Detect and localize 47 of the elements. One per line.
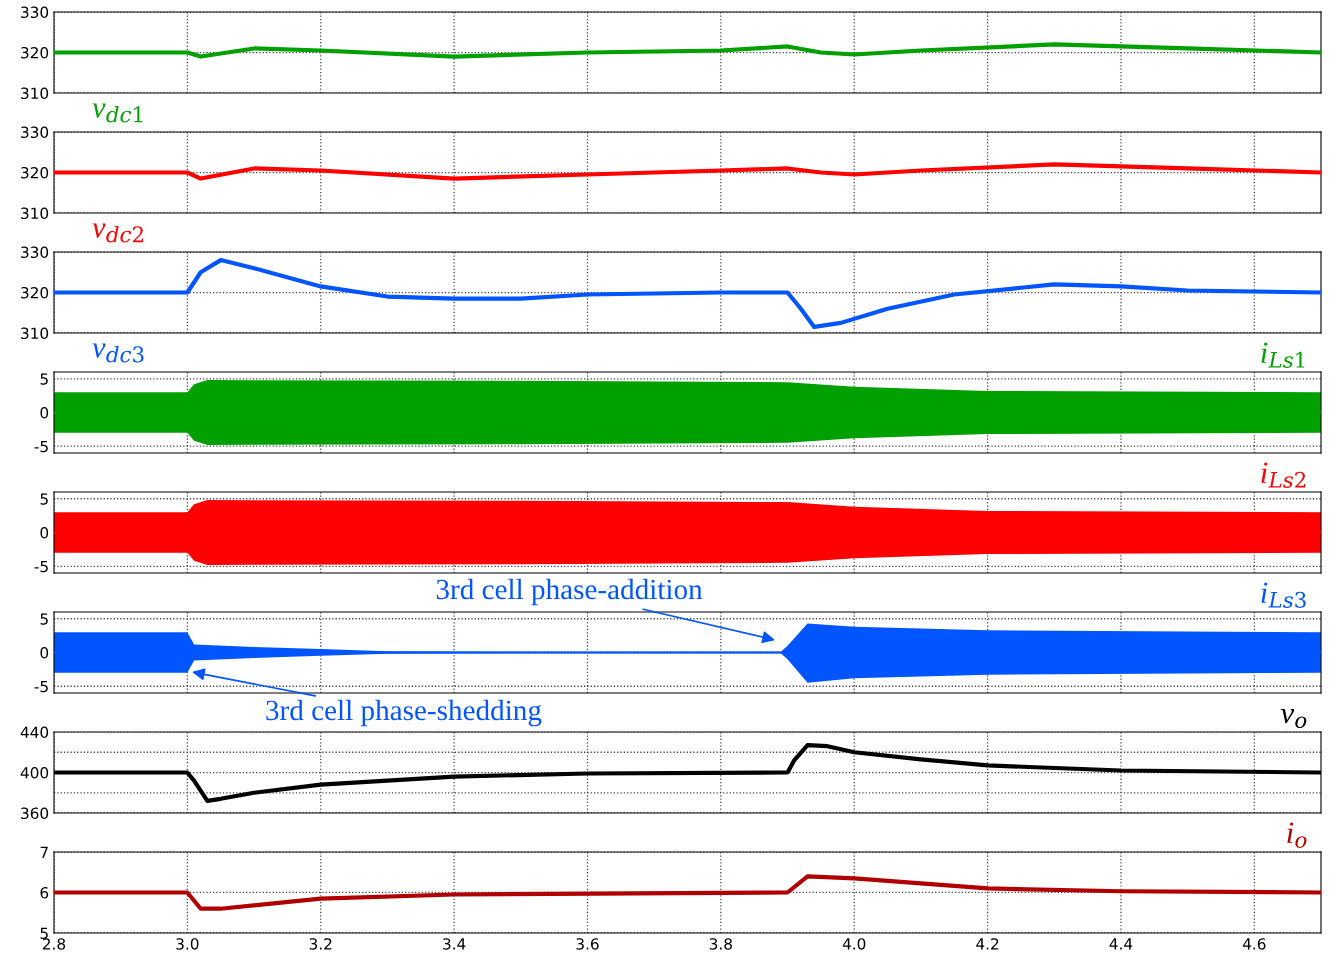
text: v$_{o}$ [1280, 709, 1307, 729]
y-tick-label: 330 [21, 246, 49, 259]
y-tick-label: 320 [21, 166, 49, 179]
y-tick-label: 400 [20, 766, 49, 779]
x-tick-label: 4.6 [1242, 938, 1266, 950]
x-tick-label: 4.4 [1109, 938, 1133, 950]
x-tick-label: 4.2 [976, 938, 999, 950]
x-tick-label: 3.2 [309, 938, 332, 950]
y-tick-label: 5 [40, 613, 48, 625]
y-tick-label: 440 [20, 726, 49, 739]
y-tick-label: 5 [40, 927, 48, 940]
y-tick-label: 5 [40, 373, 48, 385]
y-tick-label: 360 [21, 807, 49, 820]
y-tick-label: 310 [21, 87, 49, 100]
y-tick-label: -5 [34, 560, 48, 573]
x-tick-label: 3.4 [443, 938, 466, 950]
x-tick-label: 3.0 [176, 938, 199, 950]
text: v$_{dc3}$ [92, 343, 144, 363]
text: v$_{dc2}$ [92, 223, 144, 243]
y-tick-label: 0 [40, 646, 49, 659]
line-series [54, 42, 1321, 59]
y-tick-label: -5 [34, 440, 48, 453]
y-tick-label: 5 [40, 493, 48, 505]
y-tick-label: 320 [21, 46, 49, 59]
x-tick-label: 2.8 [42, 938, 66, 950]
line-series [54, 874, 1321, 911]
x-tick-label: 3.8 [709, 938, 732, 950]
y-tick-label: 6 [40, 886, 49, 899]
text: i$_{Ls2}$ [1261, 462, 1306, 488]
text: v$_{dc1}$ [92, 103, 143, 123]
y-tick-label: 330 [21, 6, 49, 19]
x-tick-label: 4.0 [842, 938, 866, 950]
y-tick-label: 330 [21, 126, 49, 139]
text: i$_{Ls3}$ [1261, 582, 1306, 608]
y-tick-label: 310 [21, 207, 49, 220]
x-tick-label: 3.6 [576, 938, 599, 950]
y-tick-label: 320 [21, 286, 49, 299]
y-tick-label: 0 [40, 406, 49, 419]
line-series [54, 162, 1321, 181]
text: i$_{o}$ [1287, 822, 1307, 848]
y-tick-label: -5 [34, 680, 48, 693]
y-tick-label: 310 [21, 327, 49, 340]
text: i$_{Ls1}$ [1261, 342, 1305, 368]
text: 3rd cell phase-shedding [266, 699, 542, 727]
text: 3rd cell phase-addition [436, 578, 703, 606]
y-tick-label: 7 [40, 846, 48, 858]
y-tick-label: 0 [40, 526, 49, 539]
